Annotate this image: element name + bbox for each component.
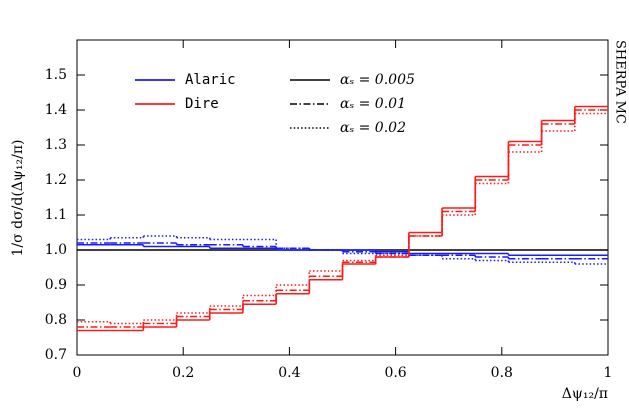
y-tick-label: 0.8 xyxy=(45,312,67,328)
y-tick-label: 1.3 xyxy=(45,137,67,153)
legend-label: Dire xyxy=(185,96,219,112)
side-label: SHERPA MC xyxy=(613,40,628,124)
legend-label: αₛ = 0.02 xyxy=(340,120,406,136)
x-tick-label: 0.2 xyxy=(172,365,194,381)
y-tick-label: 1.1 xyxy=(45,207,67,223)
y-axis-label: 1/σ dσ/d(Δψ₁₂/π) xyxy=(10,140,26,257)
legend-label: αₛ = 0.005 xyxy=(340,72,415,88)
legend-label: Alaric xyxy=(185,72,236,88)
x-tick-label: 1 xyxy=(604,365,613,381)
legend-label: αₛ = 0.01 xyxy=(340,96,406,112)
plot-frame xyxy=(76,39,609,356)
x-tick-label: 0.8 xyxy=(491,365,513,381)
x-tick-label: 0 xyxy=(73,365,82,381)
x-axis-label: Δψ₁₂/π xyxy=(562,386,608,402)
y-tick-label: 1.4 xyxy=(45,102,67,118)
y-tick-label: 0.7 xyxy=(45,347,67,363)
y-tick-label: 1.0 xyxy=(45,242,67,258)
x-tick-label: 0.6 xyxy=(384,365,406,381)
x-tick-label: 0.4 xyxy=(278,365,300,381)
y-tick-label: 1.2 xyxy=(45,172,67,188)
y-tick-label: 1.5 xyxy=(45,67,67,83)
y-tick-label: 0.9 xyxy=(45,277,67,293)
